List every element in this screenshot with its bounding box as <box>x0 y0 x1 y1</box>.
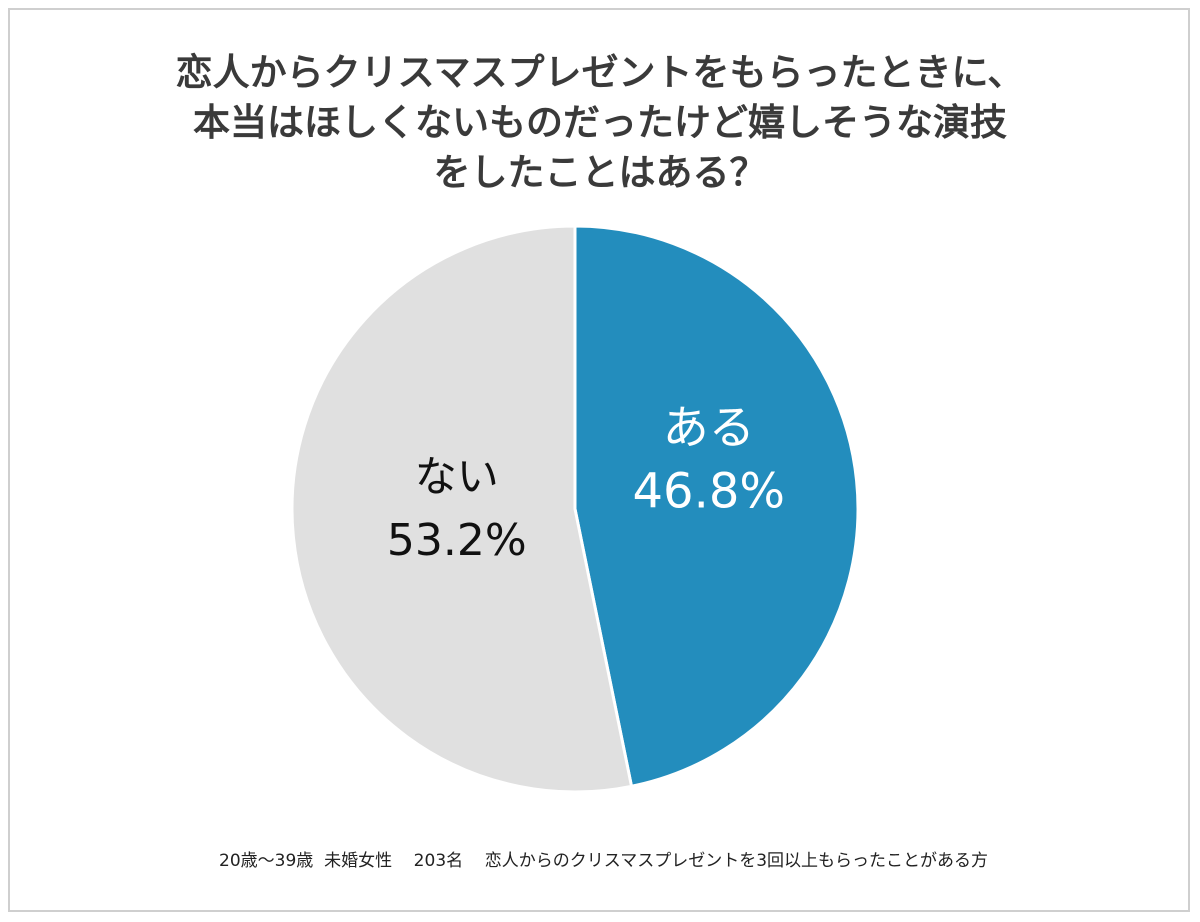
pie-slice-label-1: ある <box>663 401 755 455</box>
chart-title-line-3: をしたことはある？ <box>433 151 767 194</box>
survey-note: 20歳〜39歳 未婚女性 203名 恋人からのクリスマスプレゼントを3回以上もら… <box>219 851 989 871</box>
pie-slice-value-1: 46.8% <box>633 464 785 520</box>
chart-title-line-2: 本当はほしくないものだったけど嬉しそうな演技 <box>193 101 1007 144</box>
pie-slice-1 <box>573 224 860 789</box>
pie-slice-2 <box>290 224 634 794</box>
chart-title: 恋人からクリスマスプレゼントをもらったときに、 本当はほしくないものだったけど嬉… <box>0 48 1200 198</box>
pie-slice-label-2: ない <box>415 452 499 501</box>
chart-title-line-1: 恋人からクリスマスプレゼントをもらったときに、 <box>175 51 1025 94</box>
pie-slice-value-2: 53.2% <box>387 515 527 566</box>
